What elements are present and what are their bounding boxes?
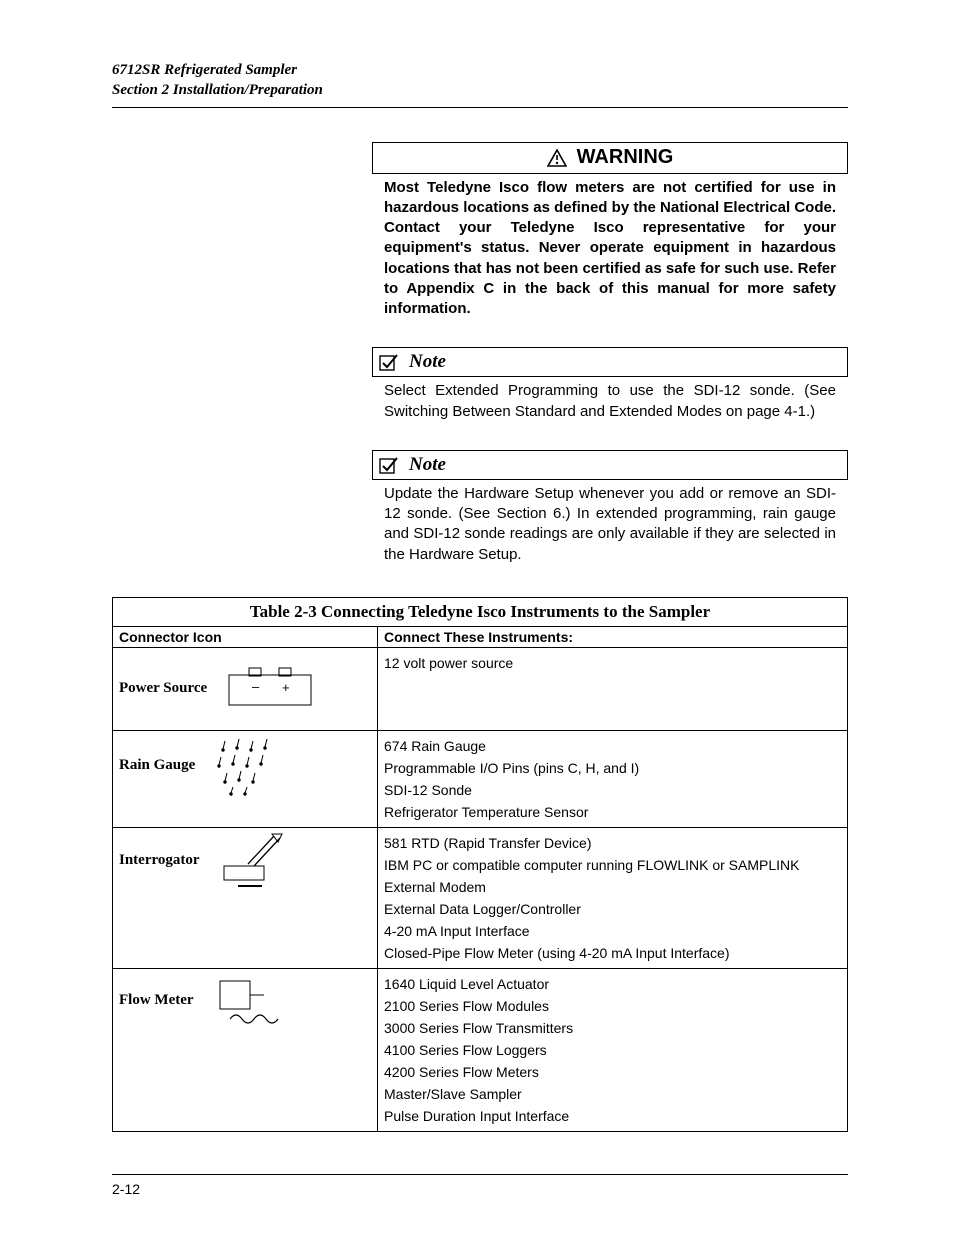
list-item: Master/Slave Sampler xyxy=(384,1083,841,1105)
page-number: 2-12 xyxy=(112,1181,140,1197)
connector-cell: Interrogator xyxy=(113,827,378,968)
header-line-2: Section 2 Installation/Preparation xyxy=(112,80,848,100)
list-item: 581 RTD (Rapid Transfer Device) xyxy=(384,832,841,854)
connector-label: Rain Gauge xyxy=(119,757,195,774)
list-item: 2100 Series Flow Modules xyxy=(384,995,841,1017)
instrument-cell: 12 volt power source xyxy=(378,647,848,730)
table-caption: Table 2-3 Connecting Teledyne Isco Instr… xyxy=(112,597,848,626)
page-footer: 2-12 xyxy=(112,1174,848,1197)
note-body-1: Select Extended Programming to use the S… xyxy=(372,377,848,422)
instrument-cell: 581 RTD (Rapid Transfer Device) IBM PC o… xyxy=(378,827,848,968)
list-item: Programmable I/O Pins (pins C, H, and I) xyxy=(384,757,841,779)
list-item: External Modem xyxy=(384,876,841,898)
table-row: Rain Gauge xyxy=(113,730,848,827)
power-source-icon: – + xyxy=(225,665,315,713)
list-item: 674 Rain Gauge xyxy=(384,735,841,757)
warning-body: Most Teledyne Isco flow meters are not c… xyxy=(372,174,848,320)
table-row: Flow Meter 1640 Liquid Level Actuator 21… xyxy=(113,968,848,1131)
connector-label: Flow Meter xyxy=(119,992,194,1009)
note-title-1: Note xyxy=(409,351,446,373)
warning-callout: WARNING Most Teledyne Isco flow meters a… xyxy=(372,142,848,320)
warning-title: WARNING xyxy=(577,146,674,169)
list-item: Closed-Pipe Flow Meter (using 4-20 mA In… xyxy=(384,942,841,964)
list-item: IBM PC or compatible computer running FL… xyxy=(384,854,841,876)
warning-title-box: WARNING xyxy=(372,142,848,174)
connection-table: Table 2-3 Connecting Teledyne Isco Instr… xyxy=(112,597,848,1132)
manual-page: 6712SR Refrigerated Sampler Section 2 In… xyxy=(0,0,954,1235)
interrogator-icon xyxy=(218,832,288,890)
note-body-2: Update the Hardware Setup whenever you a… xyxy=(372,480,848,565)
list-item: 4100 Series Flow Loggers xyxy=(384,1039,841,1061)
list-item: External Data Logger/Controller xyxy=(384,898,841,920)
instrument-cell: 674 Rain Gauge Programmable I/O Pins (pi… xyxy=(378,730,848,827)
instrument-cell: 1640 Liquid Level Actuator 2100 Series F… xyxy=(378,968,848,1131)
connector-label: Power Source xyxy=(119,680,207,697)
note-checkbox-icon xyxy=(379,456,399,474)
flow-meter-icon xyxy=(212,973,292,1029)
svg-text:+: + xyxy=(282,680,290,695)
running-header: 6712SR Refrigerated Sampler Section 2 In… xyxy=(112,60,848,108)
note-callout-2: Note Update the Hardware Setup whenever … xyxy=(372,450,848,565)
list-item: Refrigerator Temperature Sensor xyxy=(384,801,841,823)
list-item: SDI-12 Sonde xyxy=(384,779,841,801)
table-row: Power Source – + 12 volt power source xyxy=(113,647,848,730)
note-title-2: Note xyxy=(409,454,446,476)
table-row: Interrogator 581 RTD (Rapid Transfer Dev… xyxy=(113,827,848,968)
list-item: 12 volt power source xyxy=(384,652,841,674)
list-item: Pulse Duration Input Interface xyxy=(384,1105,841,1127)
table-header-col1: Connector Icon xyxy=(113,626,378,647)
connector-cell: Power Source – + xyxy=(113,647,378,730)
note-title-box-2: Note xyxy=(372,450,848,480)
svg-text:–: – xyxy=(252,679,260,694)
list-item: 1640 Liquid Level Actuator xyxy=(384,973,841,995)
connector-label: Interrogator xyxy=(119,852,200,869)
rain-gauge-icon xyxy=(213,735,283,797)
warning-triangle-icon xyxy=(547,149,567,167)
list-item: 4200 Series Flow Meters xyxy=(384,1061,841,1083)
connector-cell: Flow Meter xyxy=(113,968,378,1131)
list-item: 3000 Series Flow Transmitters xyxy=(384,1017,841,1039)
note-checkbox-icon xyxy=(379,353,399,371)
note-title-box-1: Note xyxy=(372,347,848,377)
callout-column: WARNING Most Teledyne Isco flow meters a… xyxy=(372,142,848,565)
table-header-col2: Connect These Instruments: xyxy=(378,626,848,647)
header-line-1: 6712SR Refrigerated Sampler xyxy=(112,60,848,80)
connector-cell: Rain Gauge xyxy=(113,730,378,827)
list-item: 4-20 mA Input Interface xyxy=(384,920,841,942)
note-callout-1: Note Select Extended Programming to use … xyxy=(372,347,848,422)
